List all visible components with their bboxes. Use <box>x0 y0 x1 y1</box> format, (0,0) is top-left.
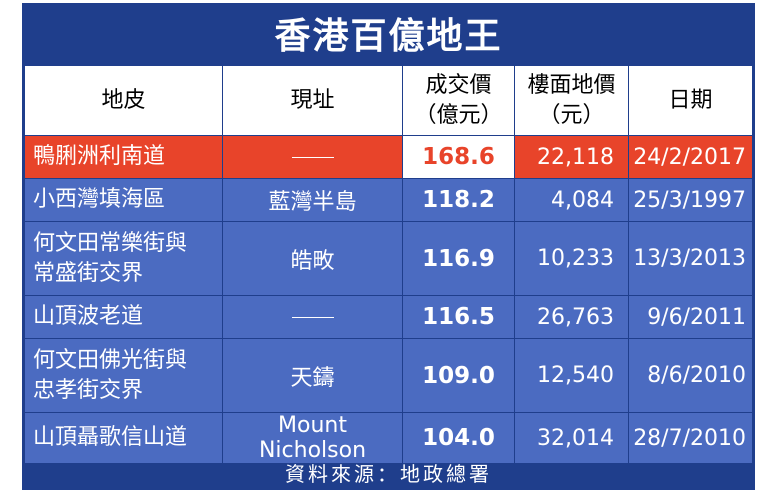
cell-date: 25/3/1997 <box>628 178 753 222</box>
land-sales-table: 地皮 現址 成交價 （億元） 樓面地價 （元） 日期 鴨脷洲利南道 168.6 22… <box>24 65 753 464</box>
cell-address: 天鑄 <box>222 338 403 413</box>
cell-date: 8/6/2010 <box>628 338 753 413</box>
header-price-line1: 成交價 <box>425 72 492 98</box>
land-line1: 山頂波老道 <box>33 304 144 329</box>
cell-land: 何文田佛光街與 忠孝街交界 <box>24 338 223 413</box>
cell-price: 116.9 <box>402 221 515 296</box>
cell-address <box>222 135 403 179</box>
cell-unit-price: 12,540 <box>514 338 629 413</box>
header-unit-price: 樓面地價 （元） <box>514 65 629 136</box>
cell-unit-price: 10,233 <box>514 221 629 296</box>
cell-land: 小西灣填海區 <box>24 178 223 222</box>
dash-mark <box>291 157 334 158</box>
table-row: 何文田佛光街與 忠孝街交界 天鑄 109.0 12,540 8/6/2010 <box>24 338 753 413</box>
table-row: 小西灣填海區 藍灣半島 118.2 4,084 25/3/1997 <box>24 178 753 222</box>
cell-unit-price: 32,014 <box>514 412 629 464</box>
header-unit-line1: 樓面地價 <box>527 72 616 98</box>
table-row: 山頂聶歌信山道 Mount Nicholson 104.0 32,014 28/7/20… <box>24 412 753 464</box>
cell-price: 118.2 <box>402 178 515 222</box>
cell-address: 藍灣半島 <box>222 178 403 222</box>
cell-address <box>222 295 403 339</box>
source-note: 資料來源：地政總署 <box>285 462 492 486</box>
land-line1: 山頂聶歌信山道 <box>33 425 188 450</box>
cell-price: 109.0 <box>402 338 515 413</box>
cell-land: 鴨脷洲利南道 <box>24 135 223 179</box>
cell-price: 116.5 <box>402 295 515 339</box>
cell-land: 山頂聶歌信山道 <box>24 412 223 464</box>
cell-address: 皓畋 <box>222 221 403 296</box>
dash-mark <box>291 317 334 318</box>
cell-address: Mount Nicholson <box>222 412 403 464</box>
cell-land: 山頂波老道 <box>24 295 223 339</box>
table-row: 何文田常樂街與 常盛街交界 皓畋 116.9 10,233 13/3/2013 <box>24 221 753 296</box>
land-line1: 鴨脷洲利南道 <box>33 144 166 169</box>
table-row: 山頂波老道 116.5 26,763 9/6/2011 <box>24 295 753 339</box>
land-line2: 忠孝街交界 <box>33 377 144 403</box>
table-row: 鴨脷洲利南道 168.6 22,118 24/2/2017 <box>24 135 753 179</box>
land-line2: 常盛街交界 <box>33 260 144 286</box>
cell-unit-price: 4,084 <box>514 178 629 222</box>
header-address: 現址 <box>222 65 403 136</box>
page-title: 香港百億地王 <box>274 16 503 57</box>
header-price-line2: （億元） <box>414 102 503 128</box>
header-unit-line2: （元） <box>538 102 605 128</box>
cell-date: 13/3/2013 <box>628 221 753 296</box>
header-land: 地皮 <box>24 65 223 136</box>
header-price: 成交價 （億元） <box>402 65 515 136</box>
cell-date: 9/6/2011 <box>628 295 753 339</box>
cell-price: 104.0 <box>402 412 515 464</box>
land-line1: 何文田常樂街與 <box>33 230 188 256</box>
cell-unit-price: 26,763 <box>514 295 629 339</box>
cell-unit-price: 22,118 <box>514 135 629 179</box>
cell-land: 何文田常樂街與 常盛街交界 <box>24 221 223 296</box>
land-line1: 何文田佛光街與 <box>33 347 188 373</box>
cell-date: 24/2/2017 <box>628 135 753 179</box>
header-row: 地皮 現址 成交價 （億元） 樓面地價 （元） 日期 <box>24 65 753 136</box>
land-line1: 小西灣填海區 <box>33 187 166 212</box>
cell-date: 28/7/2010 <box>628 412 753 464</box>
table-frame: 香港百億地王 地皮 現址 成交價 （億元） 樓面地價 （元） 日期 鴨脷洲利南道… <box>22 3 755 490</box>
cell-price: 168.6 <box>402 135 515 179</box>
header-date: 日期 <box>628 65 753 136</box>
